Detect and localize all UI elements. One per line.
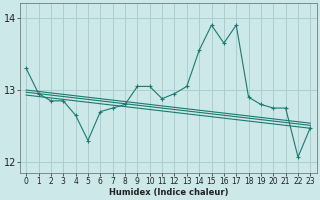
X-axis label: Humidex (Indice chaleur): Humidex (Indice chaleur) <box>108 188 228 197</box>
